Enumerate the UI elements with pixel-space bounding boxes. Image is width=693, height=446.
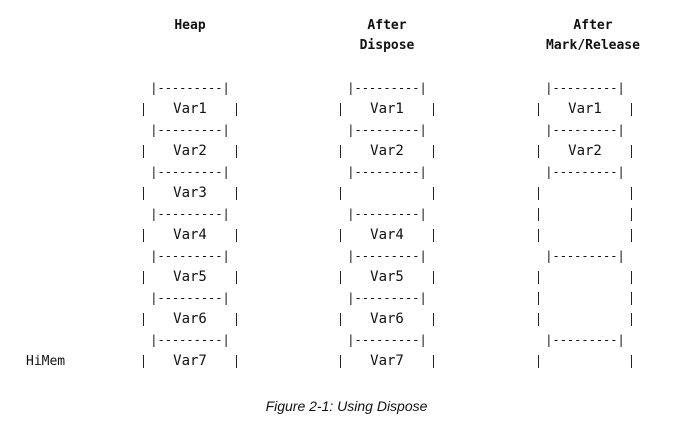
- figure-caption: Figure 2-1: Using Dispose: [265, 398, 428, 414]
- header-heap: Heap: [174, 18, 206, 33]
- heap-cell: Var2: [535, 141, 635, 162]
- header-after-mark-release: After Mark/Release: [546, 18, 640, 53]
- separator-line: |---------|: [347, 249, 427, 263]
- cell-label: Var4: [370, 227, 404, 243]
- separator-line: |---------|: [347, 123, 427, 137]
- separator-line: |---------|: [347, 333, 427, 347]
- heap-cell: Var7: [140, 351, 240, 372]
- heap-cell: Var4: [140, 225, 240, 246]
- separator-line: |---------|: [347, 81, 427, 95]
- separator-line: |---------|: [150, 165, 230, 179]
- separator-line: |---------|: [150, 207, 230, 221]
- separator-line: [535, 288, 635, 309]
- separator-line: |---------|: [150, 81, 230, 95]
- heap-cell: [535, 351, 635, 372]
- heap-cell: Var5: [337, 267, 437, 288]
- cell-label: Var1: [568, 101, 602, 117]
- separator-line: |---------|: [150, 291, 230, 305]
- separator-line: |---------|: [347, 291, 427, 305]
- cell-label: Var2: [370, 143, 404, 159]
- himem-label: HiMem: [26, 354, 66, 369]
- heap-cell: Var7: [337, 351, 437, 372]
- heap-cell: Var1: [140, 99, 240, 120]
- cell-label: Var4: [173, 227, 207, 243]
- cell-label: Var3: [173, 185, 207, 201]
- cell-label: Var5: [370, 269, 404, 285]
- separator-line: |---------|: [347, 165, 427, 179]
- heap-cell: Var3: [140, 183, 240, 204]
- cell-label: Var5: [173, 269, 207, 285]
- heap-cell: Var2: [140, 141, 240, 162]
- heap-cell: [337, 183, 437, 204]
- heap-cell: Var5: [140, 267, 240, 288]
- after-mark-release-column: |---------| Var1 |---------| Var2 |---------…: [535, 78, 635, 372]
- heap-cell: Var1: [337, 99, 437, 120]
- cell-label: Var1: [173, 101, 207, 117]
- heap-cell: Var6: [337, 309, 437, 330]
- separator-line: |---------|: [545, 81, 625, 95]
- cell-label: Var2: [173, 143, 207, 159]
- cell-label: Var6: [370, 311, 404, 327]
- heap-cell: Var6: [140, 309, 240, 330]
- heap-cell: [535, 225, 635, 246]
- heap-cell: Var1: [535, 99, 635, 120]
- cell-label: Var7: [173, 353, 207, 369]
- separator-line: |---------|: [150, 333, 230, 347]
- separator-line: |---------|: [545, 123, 625, 137]
- heap-cell: Var4: [337, 225, 437, 246]
- cell-label: Var7: [370, 353, 404, 369]
- separator-line: |---------|: [150, 123, 230, 137]
- heap-cell: [535, 309, 635, 330]
- header-after-dispose: After Dispose: [359, 18, 415, 53]
- separator-line: |---------|: [545, 333, 625, 347]
- heap-column: |---------| Var1 |---------| Var2 |---------…: [140, 78, 240, 372]
- cell-label: Var2: [568, 143, 602, 159]
- separator-line: [535, 204, 635, 225]
- separator-line: |---------|: [545, 249, 625, 263]
- heap-cell: [535, 183, 635, 204]
- after-dispose-column: |---------| Var1 |---------| Var2 |---------…: [337, 78, 437, 372]
- separator-line: |---------|: [545, 165, 625, 179]
- heap-cell: [535, 267, 635, 288]
- heap-cell: Var2: [337, 141, 437, 162]
- separator-line: |---------|: [150, 249, 230, 263]
- cell-label: Var1: [370, 101, 404, 117]
- cell-label: Var6: [173, 311, 207, 327]
- separator-line: |---------|: [347, 207, 427, 221]
